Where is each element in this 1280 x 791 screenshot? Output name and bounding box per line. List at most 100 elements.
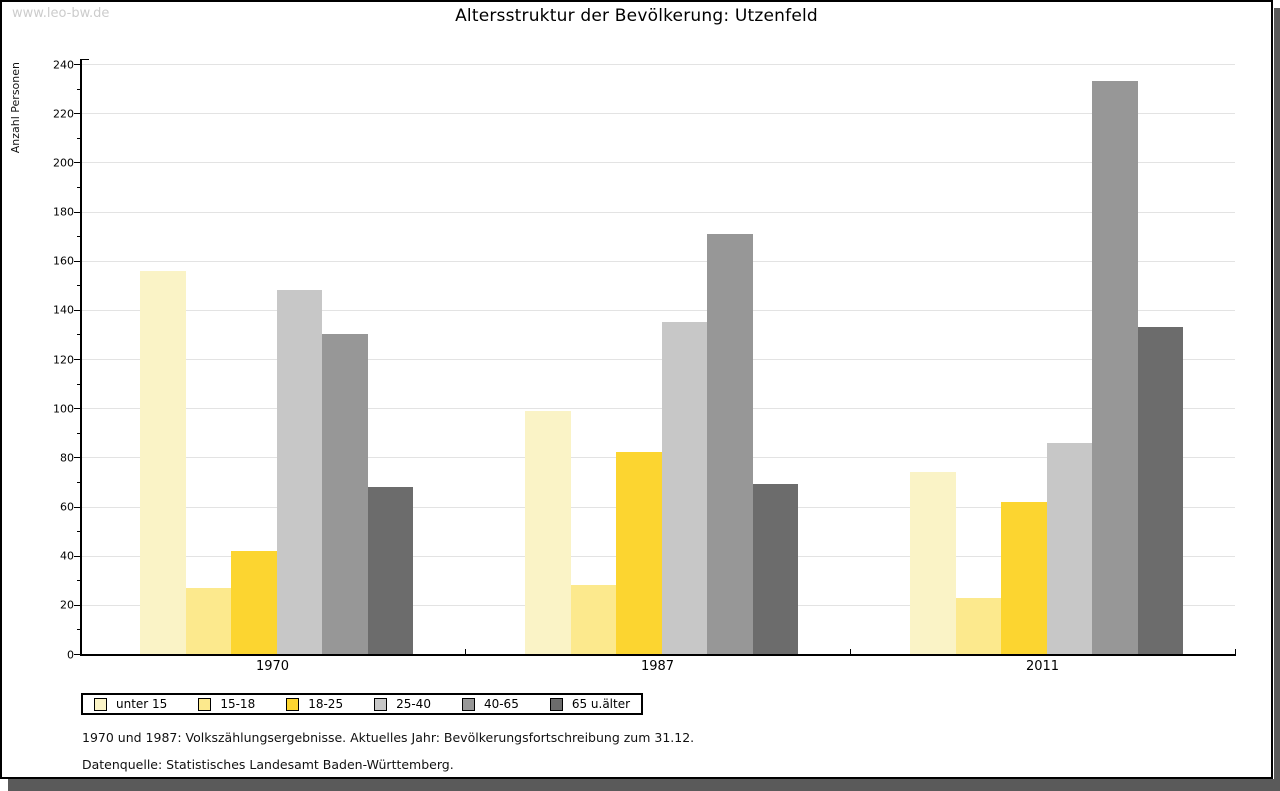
footnote-datasource: Datenquelle: Statistisches Landesamt Bad… bbox=[82, 757, 454, 772]
y-gridline bbox=[80, 408, 1235, 410]
legend-swatch bbox=[198, 697, 212, 711]
footnote-census: 1970 und 1987: Volkszählungsergebnisse. … bbox=[82, 730, 695, 745]
legend-swatch bbox=[461, 697, 475, 711]
bar-18-25-1987 bbox=[616, 452, 662, 654]
bar-40-65-2011 bbox=[1092, 81, 1138, 654]
watermark-text: www.leo-bw.de bbox=[12, 6, 110, 21]
bar-unter 15-1970 bbox=[140, 270, 186, 654]
y-minor-tick bbox=[77, 383, 80, 385]
chart-page: www.leo-bw.de Altersstruktur der Bevölke… bbox=[0, 0, 1273, 779]
bar-40-65-1970 bbox=[322, 334, 368, 654]
bar-15-18-2011 bbox=[955, 597, 1001, 654]
x-category-label: 1987 bbox=[640, 659, 675, 674]
bar-unter 15-1987 bbox=[525, 410, 571, 654]
legend-label: 18-25 bbox=[308, 697, 344, 711]
y-tick-label: 80 bbox=[60, 451, 74, 465]
legend-swatch bbox=[374, 697, 388, 711]
y-minor-tick bbox=[77, 88, 80, 90]
y-tick-label: 40 bbox=[60, 549, 74, 563]
x-category-label: 1970 bbox=[255, 659, 290, 674]
bar-25-40-2011 bbox=[1046, 442, 1092, 654]
x-boundary-tick bbox=[465, 649, 466, 654]
legend-item-65 u.älter: 65 u.älter bbox=[549, 697, 631, 711]
y-major-tick bbox=[74, 457, 80, 459]
chart-legend: unter 15 15-18 18-25 25-40 40-65 65 u.älter bbox=[81, 693, 644, 715]
legend-label: 65 u.älter bbox=[571, 697, 631, 711]
y-gridline bbox=[80, 64, 1235, 65]
bar-15-18-1970 bbox=[185, 587, 231, 654]
y-major-tick bbox=[74, 162, 80, 164]
y-minor-tick bbox=[77, 580, 80, 582]
bar-18-25-2011 bbox=[1001, 501, 1047, 654]
legend-swatch bbox=[94, 697, 107, 711]
y-minor-tick bbox=[77, 186, 80, 188]
y-gridline bbox=[80, 211, 1235, 213]
bar-25-40-1987 bbox=[661, 322, 707, 654]
legend-swatch bbox=[286, 697, 300, 711]
bar-15-18-1987 bbox=[570, 585, 616, 654]
bar-65 u.älter-1987 bbox=[752, 484, 798, 654]
y-gridline bbox=[80, 162, 1235, 164]
x-boundary-tick bbox=[1235, 649, 1236, 654]
y-minor-tick bbox=[77, 481, 80, 483]
y-minor-tick bbox=[77, 531, 80, 533]
legend-item-18-25: 18-25 bbox=[286, 697, 343, 711]
y-major-tick bbox=[74, 211, 80, 213]
x-axis-line bbox=[80, 654, 1236, 656]
bar-unter 15-2011 bbox=[910, 472, 956, 654]
y-major-tick bbox=[74, 359, 80, 360]
y-tick-label: 220 bbox=[53, 107, 74, 121]
legend-swatch bbox=[549, 697, 563, 711]
legend-item-15-18: 15-18 bbox=[198, 697, 255, 711]
legend-item-25-40: 25-40 bbox=[374, 697, 431, 711]
y-minor-tick bbox=[77, 334, 80, 336]
y-tick-label: 180 bbox=[53, 205, 74, 219]
y-tick-label: 20 bbox=[60, 598, 74, 612]
y-major-tick bbox=[74, 654, 80, 655]
y-gridline bbox=[80, 359, 1235, 360]
y-minor-tick bbox=[77, 285, 80, 287]
y-axis-top-cap bbox=[80, 59, 89, 60]
y-major-tick bbox=[74, 604, 80, 606]
y-tick-label: 120 bbox=[53, 353, 74, 366]
legend-item-40-65: 40-65 bbox=[461, 697, 519, 711]
y-tick-label: 140 bbox=[53, 303, 74, 317]
bar-40-65-1987 bbox=[707, 233, 753, 654]
window-shadow-bottom bbox=[8, 779, 1280, 791]
bar-25-40-1970 bbox=[276, 290, 322, 654]
y-gridline bbox=[80, 260, 1235, 262]
y-axis-line bbox=[80, 59, 82, 656]
chart-title: Altersstruktur der Bevölkerung: Utzenfel… bbox=[455, 6, 818, 26]
y-gridline bbox=[80, 113, 1235, 115]
x-category-label: 2011 bbox=[1025, 659, 1060, 674]
x-boundary-tick bbox=[850, 649, 851, 654]
y-minor-tick bbox=[77, 236, 80, 238]
y-tick-label: 0 bbox=[67, 648, 74, 661]
window-shadow-right bbox=[1274, 8, 1280, 791]
y-minor-tick bbox=[77, 137, 80, 139]
y-major-tick bbox=[74, 64, 80, 65]
y-tick-label: 200 bbox=[53, 156, 74, 170]
legend-label: 25-40 bbox=[396, 697, 431, 711]
legend-label: unter 15 bbox=[116, 697, 168, 711]
bar-chart-plot-area: 0 20 40 60 80 100 120 140 160 180 200 220 240 1970 198… bbox=[2, 2, 1271, 777]
y-major-tick bbox=[74, 260, 80, 262]
bar-18-25-1970 bbox=[231, 550, 277, 655]
y-tick-label: 160 bbox=[53, 254, 74, 268]
y-major-tick bbox=[74, 309, 80, 311]
y-major-tick bbox=[74, 408, 80, 410]
y-major-tick bbox=[74, 113, 80, 115]
y-major-tick bbox=[74, 506, 80, 508]
y-major-tick bbox=[74, 555, 80, 557]
legend-item-unter 15: unter 15 bbox=[94, 697, 167, 711]
y-minor-tick bbox=[77, 629, 80, 631]
legend-label: 40-65 bbox=[483, 697, 519, 711]
y-gridline bbox=[80, 309, 1235, 311]
y-tick-label: 60 bbox=[60, 500, 74, 514]
y-tick-label: 240 bbox=[53, 58, 74, 71]
bar-65 u.älter-2011 bbox=[1137, 327, 1183, 654]
legend-label: 15-18 bbox=[220, 697, 256, 711]
y-tick-label: 100 bbox=[53, 402, 74, 416]
bar-65 u.älter-1970 bbox=[367, 486, 413, 654]
